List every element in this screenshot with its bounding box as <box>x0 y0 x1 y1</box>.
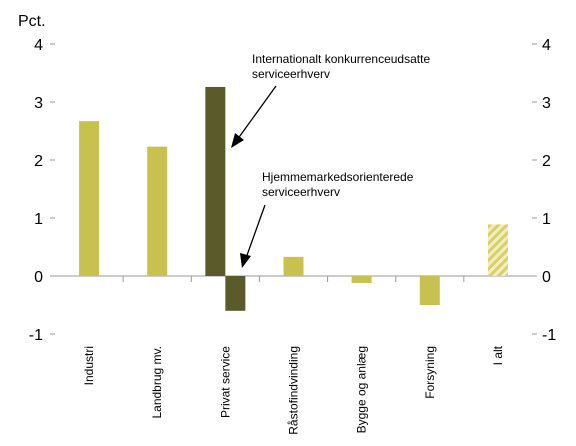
bar-industri <box>79 121 100 276</box>
bar-forsyning <box>419 276 440 305</box>
annotation-international-line-2: serviceerhverv <box>252 67 330 81</box>
y-tick-labels-right: -1 0 1 2 3 4 <box>542 37 556 344</box>
annotation-domestic-arrowhead <box>240 253 251 268</box>
x-tick-labels: Industri Landbrug mv. Privat service Råstof… <box>82 345 505 434</box>
x-tick-label: I alt <box>491 345 505 365</box>
bar-privat-service <box>205 86 226 276</box>
y-tick-label-left: 1 <box>34 211 43 228</box>
x-tick-label: Råstofindvinding <box>287 346 301 435</box>
y-tick-label-left: 4 <box>34 37 43 54</box>
x-tick-label: Landbrug mv. <box>150 346 164 419</box>
bar-privat-service <box>225 276 246 311</box>
y-tick-label-right: 0 <box>542 269 551 286</box>
y-tick-label-right: 3 <box>542 95 551 112</box>
annotation-domestic-line-1: Hjemmemarkedsorienterede <box>262 170 414 184</box>
annotation-domestic-arrow <box>245 204 266 259</box>
y-tick-label-left: 3 <box>34 95 43 112</box>
y-tick-label-right: 1 <box>542 211 551 228</box>
y-tick-label-left: 2 <box>34 153 43 170</box>
bar-råstofindvinding <box>283 256 304 276</box>
y-tick-label-right: -1 <box>542 327 556 344</box>
x-tick-label: Bygge og anlæg <box>355 346 369 433</box>
x-tick-label: Industri <box>82 346 96 385</box>
bar-bygge-og-anlæg <box>351 276 372 283</box>
y-unit-label: Pct. <box>18 13 46 30</box>
y-tick-label-right: 2 <box>542 153 551 170</box>
annotation-international-line-1: Internationalt konkurrenceudsatte <box>252 52 430 66</box>
annotation-domestic: Hjemmemarkedsorienterede serviceerhverv <box>240 170 414 268</box>
x-tick-label: Privat service <box>218 346 232 418</box>
x-tick-label: Forsyning <box>423 346 437 399</box>
bar-i-alt <box>487 224 508 276</box>
bar-landbrug-mv- <box>147 146 168 276</box>
y-tick-label-left: 0 <box>34 269 43 286</box>
annotation-international-arrowhead <box>231 133 244 148</box>
y-tick-labels-left: -1 0 1 2 3 4 <box>29 37 43 344</box>
annotation-international: Internationalt konkurrenceudsatte servic… <box>231 52 430 148</box>
y-tick-label-right: 4 <box>542 37 551 54</box>
y-tick-label-left: -1 <box>29 327 43 344</box>
annotation-domestic-line-2: serviceerhverv <box>262 185 340 199</box>
bars <box>79 86 508 311</box>
annotation-international-arrow <box>236 85 277 141</box>
